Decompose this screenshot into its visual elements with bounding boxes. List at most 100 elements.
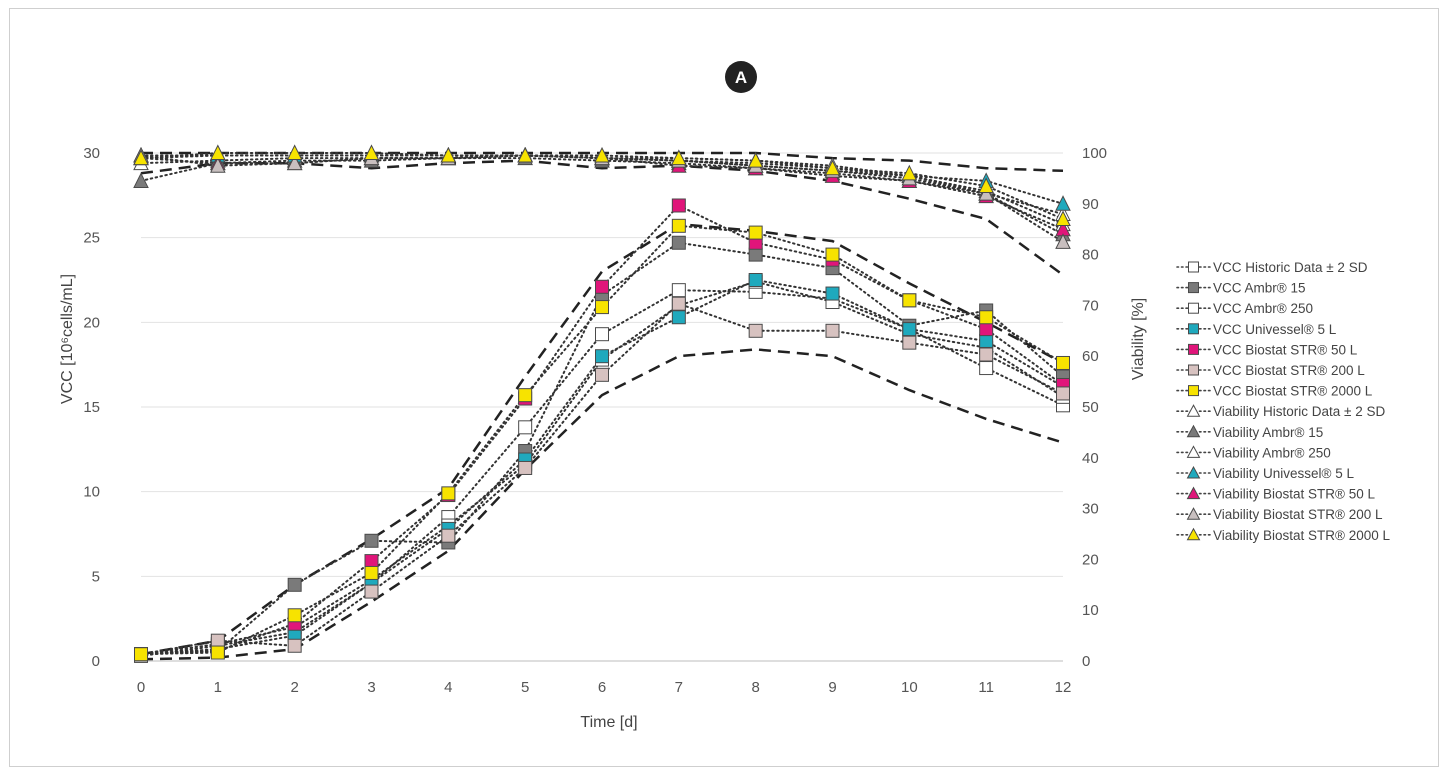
y-right-tick-label: 90 [1082, 196, 1099, 213]
data-point [364, 565, 379, 580]
data-point [440, 146, 457, 163]
x-tick-label: 1 [214, 679, 222, 696]
legend-item: VCC Biostat STR® 2000 L [1176, 384, 1373, 399]
legend-label: Viability Ambr® 15 [1213, 425, 1323, 440]
data-point [595, 367, 609, 382]
series-lines [140, 152, 1064, 657]
data-point [748, 247, 763, 262]
data-point [979, 310, 994, 325]
x-axis-label: Time [d] [580, 714, 637, 731]
data-point [979, 361, 994, 376]
y-right-tick-label: 10 [1082, 602, 1099, 619]
data-point [1056, 355, 1070, 370]
data-point [671, 198, 686, 213]
x-tick-label: 7 [675, 679, 683, 696]
legend-item: VCC Univessel® 5 L [1176, 322, 1337, 337]
data-point [518, 388, 533, 403]
data-point [671, 218, 686, 233]
legend-marker [1186, 424, 1201, 438]
legend-marker [1188, 261, 1199, 273]
panel-badge-circle [725, 61, 757, 93]
data-point [825, 323, 840, 338]
legend-item: Viability Biostat STR® 2000 L [1176, 527, 1391, 543]
panel-badge-label: A [735, 68, 747, 87]
y-axis-right-label: Viability [%] [1130, 298, 1147, 380]
y-left-tick-label: 15 [83, 399, 100, 416]
legend-label: VCC Historic Data ± 2 SD [1213, 260, 1368, 275]
data-point [902, 335, 917, 350]
data-point [594, 146, 610, 163]
x-tick-label: 10 [901, 679, 918, 696]
legend-marker [1186, 527, 1201, 541]
data-point [364, 584, 379, 599]
data-point [287, 638, 302, 653]
data-point [364, 533, 379, 548]
legend-item: VCC Biostat STR® 200 L [1176, 363, 1365, 378]
data-point [210, 157, 226, 173]
legend-marker [1188, 323, 1199, 335]
series-line [140, 157, 1064, 236]
panel-badge: A [725, 61, 757, 93]
y-left-tick-label: 5 [92, 568, 100, 585]
legend-item: Viability Historic Data ± 2 SD [1176, 404, 1385, 419]
legend-item: VCC Biostat STR® 50 L [1176, 342, 1358, 357]
data-point [441, 528, 456, 543]
x-tick-label: 2 [290, 679, 298, 696]
data-point [133, 172, 149, 188]
data-point [1055, 233, 1071, 249]
y-right-tick-label: 30 [1082, 501, 1099, 518]
x-tick-label: 8 [751, 679, 759, 696]
y-left-tick-label: 20 [83, 314, 100, 331]
data-point [1055, 195, 1071, 211]
data-point [671, 310, 686, 325]
legend-item: VCC Ambr® 15 [1176, 281, 1305, 296]
data-point [518, 420, 533, 435]
data-point [978, 185, 994, 201]
legend-marker [1186, 404, 1201, 417]
data-point [748, 273, 763, 287]
x-tick-label: 0 [137, 679, 145, 696]
x-tick-label: 9 [828, 679, 836, 696]
data-point [824, 159, 841, 176]
y-right-tick-label: 60 [1082, 348, 1099, 365]
legend-label: VCC Biostat STR® 2000 L [1213, 384, 1373, 399]
x-tick-label: 12 [1055, 679, 1072, 696]
series-line [140, 289, 1064, 657]
data-point [825, 247, 840, 262]
legend-item: VCC Ambr® 250 [1176, 301, 1313, 316]
data-point [517, 146, 533, 163]
data-point [595, 349, 609, 364]
legend-item: VCC Historic Data ± 2 SD [1176, 260, 1368, 275]
data-point [671, 283, 686, 298]
data-point [978, 177, 994, 194]
x-tick-label: 6 [598, 679, 606, 696]
legend-marker [1188, 343, 1199, 355]
y-left-tick-label: 10 [83, 484, 100, 501]
series-markers [133, 144, 1071, 663]
data-point [1055, 210, 1071, 227]
legend-label: VCC Ambr® 15 [1213, 281, 1305, 296]
x-tick-label: 11 [978, 679, 994, 696]
legend-marker [1188, 302, 1199, 314]
x-tick-label: 5 [521, 679, 529, 696]
data-point [748, 323, 763, 338]
x-tick-label: 4 [444, 679, 452, 696]
legend-marker [1188, 364, 1199, 376]
data-point [518, 460, 533, 475]
legend-marker [1186, 486, 1201, 500]
y-left-tick-label: 25 [83, 230, 100, 247]
y-right-tick-label: 50 [1082, 399, 1099, 416]
y-right-tick-label: 80 [1082, 247, 1099, 264]
legend-label: VCC Ambr® 250 [1213, 301, 1313, 316]
data-point [595, 279, 609, 294]
data-point [286, 144, 303, 160]
y-right-tick-label: 40 [1082, 450, 1099, 467]
legend-label: Viability Ambr® 250 [1213, 445, 1331, 460]
data-point [747, 152, 764, 168]
data-point [595, 327, 609, 342]
viability-lower-bound [140, 159, 1064, 276]
y-right-tick-label: 20 [1082, 551, 1099, 568]
axes: VCC [10⁶cells/mL] Viability [%] Time [d]… [59, 145, 1147, 731]
data-point [595, 300, 609, 315]
legend-label: Viability Biostat STR® 2000 L [1213, 528, 1391, 543]
